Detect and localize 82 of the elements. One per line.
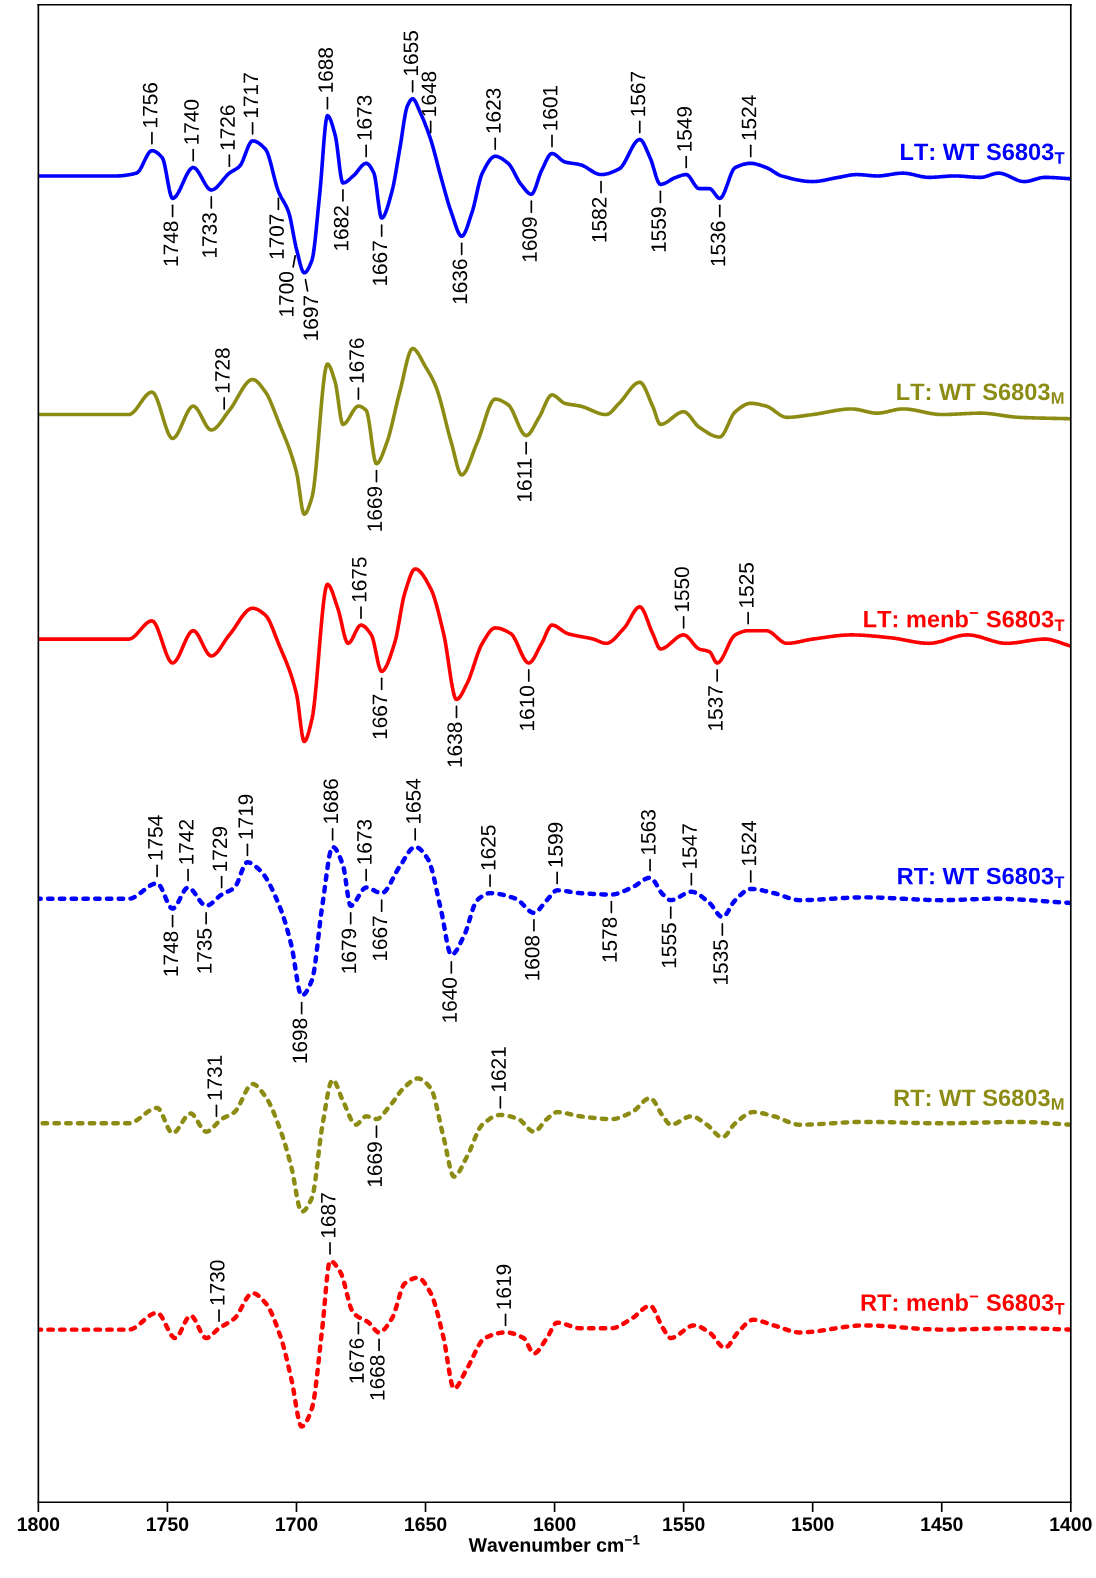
x-tick-label: 1600 — [534, 1517, 576, 1532]
annotation: 1735 — [196, 928, 212, 973]
annotation: 1676 — [349, 1338, 365, 1383]
annotation: 1524 — [741, 820, 757, 866]
annotation: 1559 — [651, 207, 666, 252]
annotation: 1756 — [142, 83, 158, 127]
annotation: 1625 — [480, 825, 496, 870]
annotation: 1688 — [318, 47, 334, 92]
annotation: 1728 — [215, 348, 230, 393]
annotation: 1673 — [357, 819, 372, 864]
annotation: 1687 — [320, 1193, 336, 1238]
annotation: 1667 — [372, 694, 388, 739]
x-axis-title: Wavenumber cm$^{−1}$ — [468, 1535, 640, 1552]
annotation: 1707 — [269, 214, 284, 259]
annotation: 1686 — [323, 779, 339, 824]
x-tick-label: 1500 — [792, 1517, 834, 1532]
annotation: 1578 — [602, 917, 617, 962]
x-tick-label: 1650 — [405, 1517, 447, 1532]
annotation: 1623 — [486, 88, 501, 133]
annotation: 1550 — [674, 567, 690, 612]
annotation: 1668 — [369, 1355, 385, 1400]
annotation: 1700 — [278, 271, 294, 316]
annotation: 1742 — [178, 820, 194, 864]
annotation: 1717 — [243, 73, 258, 118]
annotation: 1609 — [522, 217, 537, 262]
annotation: 1667 — [372, 916, 388, 961]
annotation: 1698 — [292, 1018, 308, 1063]
annotation: 1555 — [661, 923, 677, 968]
annotation: 1567 — [630, 71, 646, 116]
annotation: 1675 — [351, 557, 367, 602]
annotation: 1682 — [333, 206, 349, 250]
annotation: 1648 — [421, 71, 437, 116]
annotation: 1673 — [357, 95, 372, 140]
annotation: 1547 — [682, 824, 697, 868]
annotation: 1669 — [367, 486, 383, 531]
annotation: 1748 — [163, 221, 179, 266]
series-label: RT: WT S6803$_{M}$ — [894, 1089, 1064, 1110]
annotation: 1601 — [542, 85, 558, 130]
annotation: 1754 — [148, 815, 163, 860]
annotation: 1638 — [447, 722, 463, 767]
x-tick-label: 1450 — [921, 1517, 963, 1532]
x-tick-label: 1400 — [1050, 1517, 1092, 1532]
annotation: 1599 — [548, 822, 563, 867]
annotation: 1748 — [163, 931, 179, 976]
annotation: 1697 — [303, 296, 319, 340]
annotation: 1619 — [496, 1264, 512, 1309]
annotation: 1536 — [710, 221, 726, 266]
annotation: 1525 — [739, 563, 754, 607]
series-label: RT: WT S6803$_{T}$ — [898, 867, 1065, 888]
annotation: 1608 — [524, 935, 540, 980]
x-tick-label: 1750 — [147, 1517, 189, 1532]
x-tick-label: 1700 — [276, 1517, 318, 1532]
annotation: 1524 — [741, 95, 757, 140]
x-tick-label: 1550 — [663, 1517, 705, 1532]
annotation: 1669 — [367, 1142, 383, 1187]
series-label: LT: menb$^{−}$ S6803$_{T}$ — [864, 610, 1065, 631]
annotation: 1667 — [372, 241, 388, 286]
annotation: 1654 — [406, 778, 421, 824]
annotation: 1726 — [220, 105, 235, 150]
series-label: LT: WT S6803$_{T}$ — [901, 143, 1065, 164]
annotation: 1610 — [519, 686, 535, 730]
annotation: 1563 — [640, 810, 656, 854]
x-tick-label: 1800 — [17, 1517, 60, 1532]
annotation: 1731 — [207, 1055, 223, 1100]
annotation: 1582 — [591, 197, 607, 242]
annotation: 1535 — [713, 940, 728, 984]
annotation: 1730 — [209, 1260, 225, 1305]
annotation: 1719 — [238, 794, 254, 839]
annotation: 1679 — [341, 928, 357, 973]
annotation: 1655 — [403, 31, 419, 75]
series-label: LT: WT S6803$_{M}$ — [897, 383, 1064, 404]
annotation: 1729 — [212, 826, 228, 871]
annotation: 1740 — [184, 99, 199, 144]
annotation: 1537 — [708, 686, 723, 730]
annotation: 1636 — [452, 259, 468, 304]
series-label: RT: menb$^{−}$ S6803$_{T}$ — [861, 1293, 1065, 1315]
annotation: 1640 — [442, 977, 457, 1022]
annotation: 1611 — [517, 458, 532, 502]
annotation: 1549 — [677, 106, 692, 151]
annotation: 1621 — [491, 1047, 506, 1092]
annotation: 1733 — [202, 213, 217, 257]
annotation: 1676 — [349, 338, 365, 383]
